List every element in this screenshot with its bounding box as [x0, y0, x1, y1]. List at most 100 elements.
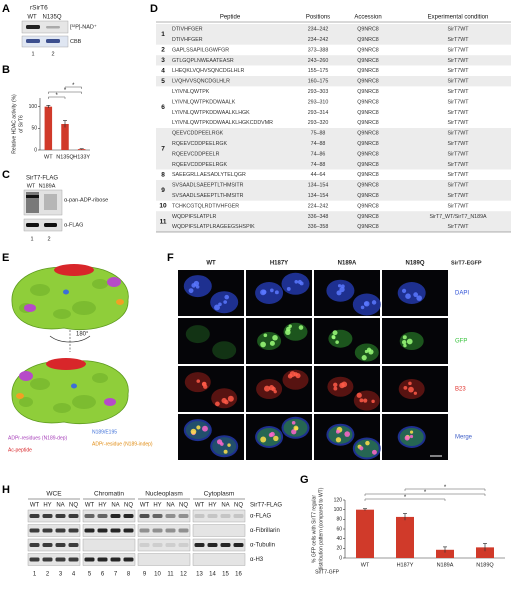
lane-label: WT	[27, 15, 37, 21]
lane-number: 13	[196, 572, 203, 578]
nucleolus	[272, 334, 278, 341]
table-cell: SirT7WT	[448, 120, 470, 126]
nucleolus	[273, 389, 277, 394]
lane-label: NA	[111, 503, 119, 509]
nucleolus	[196, 425, 201, 430]
group-number: 4	[161, 68, 165, 75]
table-cell: Q9NRC8	[357, 131, 379, 137]
protein-surface	[11, 360, 129, 425]
nucleolus	[404, 435, 410, 441]
lane-number: 11	[167, 572, 174, 578]
lane-label: NA	[166, 503, 174, 509]
legend-text: ADPr-residue (N189-indep)	[92, 441, 153, 447]
nucleolus	[293, 425, 299, 431]
column-header: Positions	[306, 15, 330, 21]
band	[84, 514, 95, 518]
band	[29, 514, 40, 518]
band	[152, 514, 163, 518]
table-cell: SirT7WT	[448, 89, 470, 95]
channel-label: B23	[455, 387, 466, 393]
nucleolus	[227, 443, 231, 447]
table-cell: TCHKCGTQLRDTIVHFGER	[172, 203, 239, 209]
surface-shade	[92, 279, 108, 289]
panel-letter: G	[300, 474, 309, 486]
blot	[137, 553, 191, 566]
table-cell: SirT7WT	[448, 47, 470, 53]
bar	[44, 106, 53, 150]
nucleolus	[223, 449, 228, 454]
nucleus-gfp	[185, 421, 210, 440]
blot	[27, 553, 81, 566]
lane-number: 1	[30, 236, 33, 242]
nucleolus	[224, 294, 230, 300]
nucleolus	[193, 280, 200, 287]
significance-mark: *	[72, 83, 75, 89]
nucleolus	[356, 392, 362, 398]
table-cell: SirT7WT	[448, 58, 470, 64]
y-tick-label: 20	[336, 546, 342, 552]
significance-mark: *	[444, 485, 447, 491]
nucleolus	[361, 355, 367, 361]
legend-text: ADPr-residues (N189-dep)	[8, 435, 68, 441]
significance-bracket	[364, 498, 446, 501]
band	[178, 514, 189, 518]
band	[123, 514, 134, 518]
adpr-indep	[16, 393, 24, 399]
band	[26, 195, 39, 198]
significance-bracket	[48, 91, 82, 94]
table-cell: Q9NRC8	[357, 224, 379, 230]
column-label: N189A	[338, 261, 357, 267]
construct-label: SirT7-FLAG	[26, 176, 58, 182]
group-row	[156, 65, 511, 76]
table-cell: 155–175	[308, 68, 329, 74]
blot	[27, 524, 81, 537]
group-row	[156, 76, 511, 87]
nucleolus	[274, 290, 279, 295]
bar	[436, 549, 454, 558]
table-cell: SirT7WT	[448, 203, 470, 209]
nucleolus	[260, 436, 267, 443]
band	[194, 514, 205, 518]
band	[26, 39, 40, 43]
table-cell: SirT7WT	[448, 27, 470, 33]
band	[42, 528, 53, 533]
group-row	[156, 128, 511, 170]
nucleus-dapi	[255, 282, 284, 304]
protein-name: rSirT6	[30, 5, 48, 12]
fraction-label: Cytoplasm	[204, 491, 235, 498]
table-cell: SirT7WT	[448, 68, 470, 74]
x-tick-label: WT	[361, 562, 370, 568]
nucleolus	[332, 330, 338, 336]
table-cell: 293–310	[308, 99, 329, 105]
x-tick-label: WT	[44, 154, 53, 160]
band	[84, 557, 95, 562]
band	[194, 543, 205, 547]
significance-mark: *	[64, 88, 67, 94]
table-cell: SirT7WT	[448, 183, 470, 189]
table-cell: Q9NRC8	[357, 120, 379, 126]
table-cell: DTIVHFGER	[172, 27, 203, 33]
nucleolus	[190, 428, 197, 435]
nucleolus	[335, 340, 339, 344]
group-row	[156, 180, 511, 201]
nucleolus	[413, 391, 417, 395]
table-cell: 293–314	[308, 110, 329, 116]
band	[68, 557, 79, 562]
bar	[61, 124, 69, 150]
band	[165, 514, 176, 518]
band	[110, 514, 121, 518]
table-cell: 44–64	[311, 172, 326, 178]
nucleolus	[203, 384, 208, 389]
significance-bracket	[404, 488, 486, 491]
lane-label: HY	[153, 503, 161, 509]
significance-bracket	[364, 493, 486, 496]
adpr-dep	[24, 304, 36, 312]
nucleolus	[264, 385, 270, 392]
blot	[23, 218, 63, 232]
error-bar	[403, 513, 407, 521]
group-row	[156, 200, 511, 212]
nucleolus	[405, 293, 411, 300]
table-cell: 75–88	[311, 131, 326, 137]
band	[123, 557, 134, 562]
surface-shade	[92, 373, 108, 383]
